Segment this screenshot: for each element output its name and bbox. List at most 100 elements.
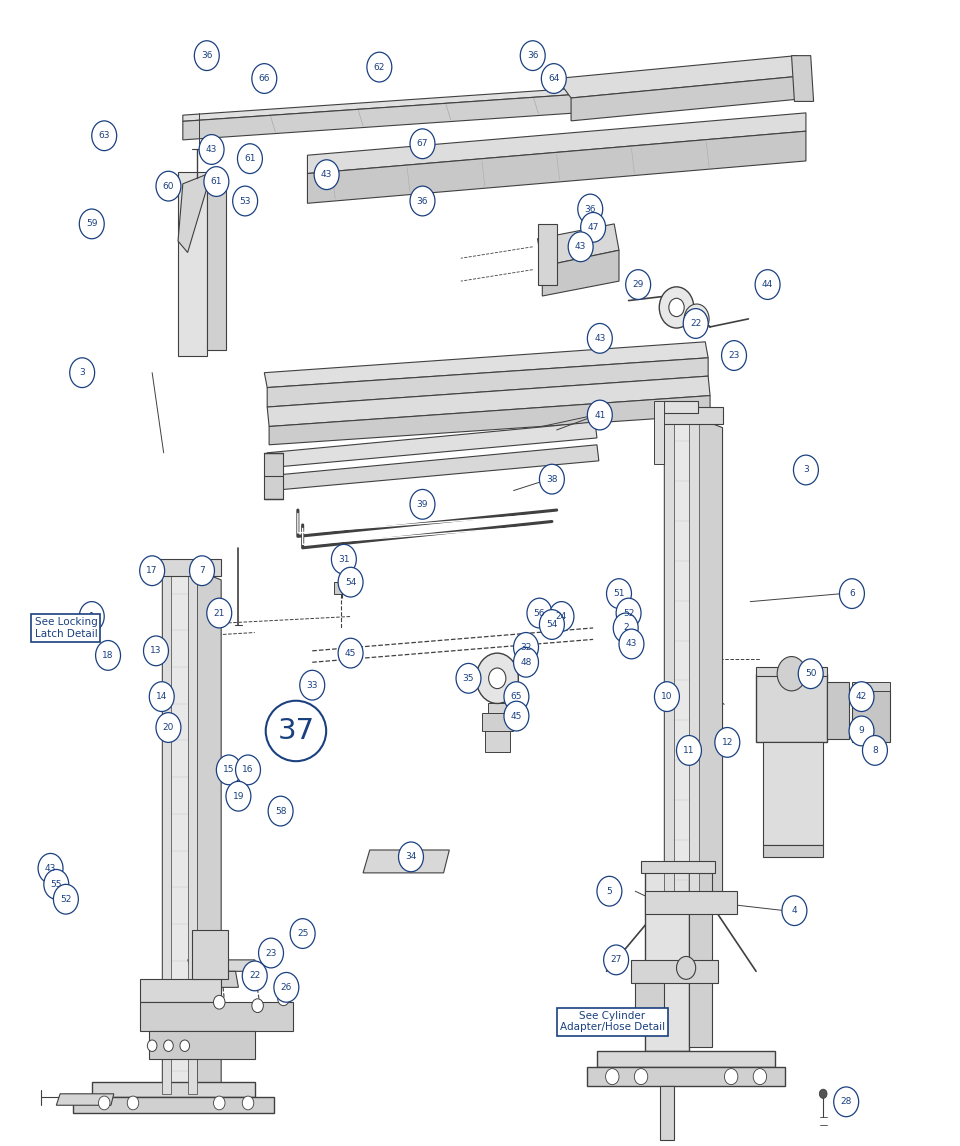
Text: 60: 60	[162, 181, 174, 190]
Circle shape	[232, 186, 257, 215]
Polygon shape	[538, 223, 557, 284]
Text: 52: 52	[60, 895, 72, 904]
Polygon shape	[827, 682, 849, 739]
Polygon shape	[588, 1067, 785, 1085]
Text: 52: 52	[623, 609, 635, 618]
Polygon shape	[363, 850, 449, 873]
Circle shape	[504, 682, 529, 712]
Text: 61: 61	[244, 155, 255, 163]
Circle shape	[588, 323, 612, 353]
Circle shape	[635, 1068, 648, 1084]
Text: 44: 44	[762, 280, 773, 289]
Circle shape	[619, 629, 644, 659]
Circle shape	[274, 973, 299, 1003]
Text: 34: 34	[405, 853, 417, 862]
Polygon shape	[852, 690, 890, 743]
Text: 43: 43	[205, 146, 217, 154]
Polygon shape	[197, 972, 238, 988]
Polygon shape	[689, 418, 699, 903]
Polygon shape	[206, 178, 226, 350]
Circle shape	[476, 653, 518, 704]
Circle shape	[794, 455, 818, 485]
Polygon shape	[140, 1003, 293, 1031]
Polygon shape	[664, 418, 674, 903]
Circle shape	[70, 358, 95, 387]
Circle shape	[588, 400, 612, 430]
Circle shape	[226, 782, 251, 811]
Polygon shape	[655, 401, 664, 464]
Circle shape	[410, 489, 435, 519]
Polygon shape	[557, 56, 811, 99]
Polygon shape	[269, 445, 599, 490]
Text: 2: 2	[623, 623, 629, 633]
Polygon shape	[307, 131, 806, 203]
Text: 11: 11	[684, 746, 695, 755]
Circle shape	[338, 567, 363, 597]
Text: 25: 25	[297, 929, 308, 939]
Polygon shape	[334, 582, 353, 594]
Polygon shape	[660, 1085, 674, 1139]
Polygon shape	[264, 342, 708, 387]
Text: 67: 67	[417, 140, 428, 148]
Circle shape	[199, 134, 224, 164]
Circle shape	[597, 877, 622, 906]
Text: 29: 29	[633, 280, 644, 289]
Polygon shape	[197, 571, 221, 1102]
Circle shape	[331, 544, 356, 574]
Text: 19: 19	[232, 792, 244, 801]
Circle shape	[99, 1096, 110, 1109]
Polygon shape	[632, 960, 718, 983]
Circle shape	[410, 128, 435, 158]
Circle shape	[756, 269, 780, 299]
Text: 33: 33	[306, 681, 318, 690]
Circle shape	[156, 171, 180, 201]
Circle shape	[839, 579, 864, 609]
Circle shape	[684, 308, 708, 338]
Polygon shape	[267, 376, 710, 426]
Text: 43: 43	[575, 242, 587, 251]
Text: 42: 42	[856, 692, 867, 701]
Polygon shape	[571, 76, 811, 120]
Circle shape	[149, 682, 174, 712]
Circle shape	[540, 610, 564, 639]
Circle shape	[833, 1086, 858, 1116]
Circle shape	[684, 304, 709, 333]
Circle shape	[862, 736, 887, 766]
Text: 54: 54	[345, 578, 356, 587]
Circle shape	[692, 313, 702, 324]
Circle shape	[677, 957, 696, 980]
Polygon shape	[182, 76, 768, 121]
Text: 7: 7	[199, 566, 204, 575]
Circle shape	[216, 755, 241, 785]
Polygon shape	[645, 869, 689, 1051]
Circle shape	[189, 556, 214, 586]
Polygon shape	[267, 422, 597, 468]
Text: 36: 36	[585, 204, 596, 213]
Circle shape	[540, 464, 564, 494]
Text: 23: 23	[265, 949, 276, 958]
Circle shape	[568, 231, 593, 261]
Circle shape	[799, 659, 823, 689]
Circle shape	[206, 598, 231, 628]
Text: 1: 1	[89, 612, 95, 621]
Circle shape	[367, 53, 392, 83]
Text: 14: 14	[156, 692, 167, 701]
Polygon shape	[187, 960, 259, 972]
Circle shape	[606, 1068, 619, 1084]
Circle shape	[616, 598, 641, 628]
Circle shape	[300, 670, 324, 700]
Circle shape	[607, 579, 632, 609]
Circle shape	[204, 166, 228, 196]
Circle shape	[613, 613, 638, 643]
Text: 36: 36	[417, 196, 428, 205]
Text: 10: 10	[661, 692, 673, 701]
Polygon shape	[161, 571, 197, 1093]
Text: See Locking
Latch Detail: See Locking Latch Detail	[35, 618, 97, 638]
Text: 66: 66	[258, 74, 270, 83]
Circle shape	[148, 1041, 156, 1051]
Text: 8: 8	[872, 746, 877, 755]
Text: 23: 23	[729, 351, 740, 360]
Text: 36: 36	[201, 52, 212, 60]
Text: 3: 3	[804, 465, 809, 474]
Text: 26: 26	[280, 983, 292, 991]
